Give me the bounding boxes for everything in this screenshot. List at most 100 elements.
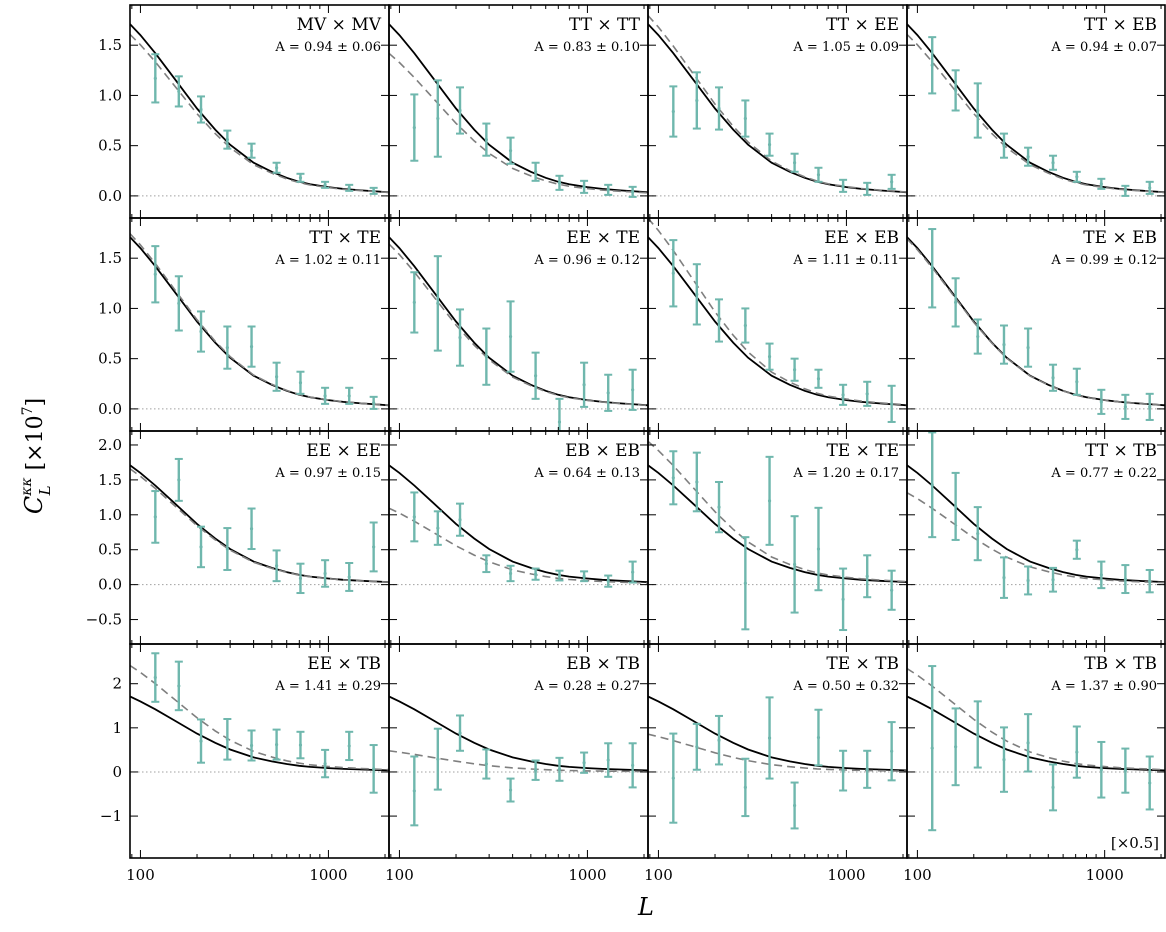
data-point [197,718,206,764]
data-point [790,515,799,614]
data-point [580,751,589,774]
data-point [555,756,564,782]
data-point [839,567,848,632]
marker [199,329,203,334]
data-point [863,749,872,789]
marker [671,109,675,114]
fit-curve [389,243,648,407]
panel-amplitude: A = 0.28 ± 0.27 [533,679,640,694]
data-point [669,239,678,308]
marker [1148,405,1152,409]
panel: TT × TT A = 0.83 ± 0.10 [389,5,648,218]
panel-amplitude: A = 0.94 ± 0.06 [274,40,381,55]
panel-plot-area [648,440,907,632]
marker [1051,785,1055,790]
marker [695,745,699,749]
fit-curve [648,440,907,583]
data-point [1049,363,1058,392]
marker [890,180,894,184]
marker [436,757,440,761]
marker [323,571,327,576]
marker [976,108,980,113]
data-point [951,277,960,328]
data-point [887,721,896,782]
marker [582,185,586,189]
data-point [741,536,750,631]
data-point [223,325,232,370]
data-point [174,457,183,502]
marker [199,739,203,743]
y-tick-label: 0.5 [98,350,122,368]
data-point [887,384,896,423]
data-point [765,455,774,546]
marker [816,735,821,740]
data-point [345,183,354,192]
data-point [628,368,637,411]
marker [890,588,894,592]
panel-amplitude: A = 0.50 ± 0.32 [792,679,899,694]
data-point [321,386,330,405]
data-point [410,271,419,334]
marker [533,374,538,378]
data-point [863,554,872,599]
data-point [247,325,256,368]
marker [412,125,416,130]
y-tick-label: 0.5 [98,541,122,559]
data-point [272,161,281,174]
marker [841,769,845,773]
marker [347,186,351,190]
data-point [555,569,564,582]
panel-amplitude: A = 1.05 ± 0.09 [792,40,899,55]
marker [606,391,610,395]
data-point [1097,560,1106,590]
y-tick-label: −0.5 [86,611,122,629]
data-point [741,757,750,818]
theory-curve [389,464,648,583]
y-tick-label: 1.0 [98,299,122,317]
marker [298,576,303,580]
x-tick-label: 100 [903,866,932,884]
marker [533,768,538,772]
marker [153,76,157,80]
data-point [433,510,442,546]
marker [954,88,958,93]
data-point [814,166,823,183]
data-point [151,490,160,544]
data-point [628,742,637,789]
marker [1123,769,1127,773]
data-point [973,82,982,139]
panel-plot-area [648,14,907,197]
data-point [456,502,465,537]
data-point [482,122,491,157]
data-point [765,696,774,780]
marker [717,738,721,742]
data-point [715,86,724,131]
panel-plot-area [389,23,648,198]
data-point [1024,327,1033,368]
data-point [887,173,896,190]
marker [1002,144,1006,148]
data-point [345,730,354,762]
panel-plot-area [907,228,1165,421]
marker [976,532,980,536]
data-point [197,525,206,569]
panel: MV × MV A = 0.94 ± 0.06 0.0 0.5 1.0 1.5 [98,5,389,218]
data-point [604,373,613,412]
y-axis-label: CκκL [×107] [19,398,54,514]
x-tick-label: 1000 [827,866,865,884]
marker [225,737,229,741]
marker [767,736,772,740]
marker [890,749,894,753]
panel-amplitude: A = 1.02 ± 0.11 [274,253,381,268]
marker [767,143,772,147]
data-point [506,564,515,583]
x-axis-label: L [637,893,654,921]
data-point [345,561,354,592]
panel-plot-area [389,236,648,431]
data-point [973,700,982,769]
marker [767,499,772,503]
data-point [1121,564,1130,595]
fit-curve [389,750,648,773]
marker [743,581,747,585]
